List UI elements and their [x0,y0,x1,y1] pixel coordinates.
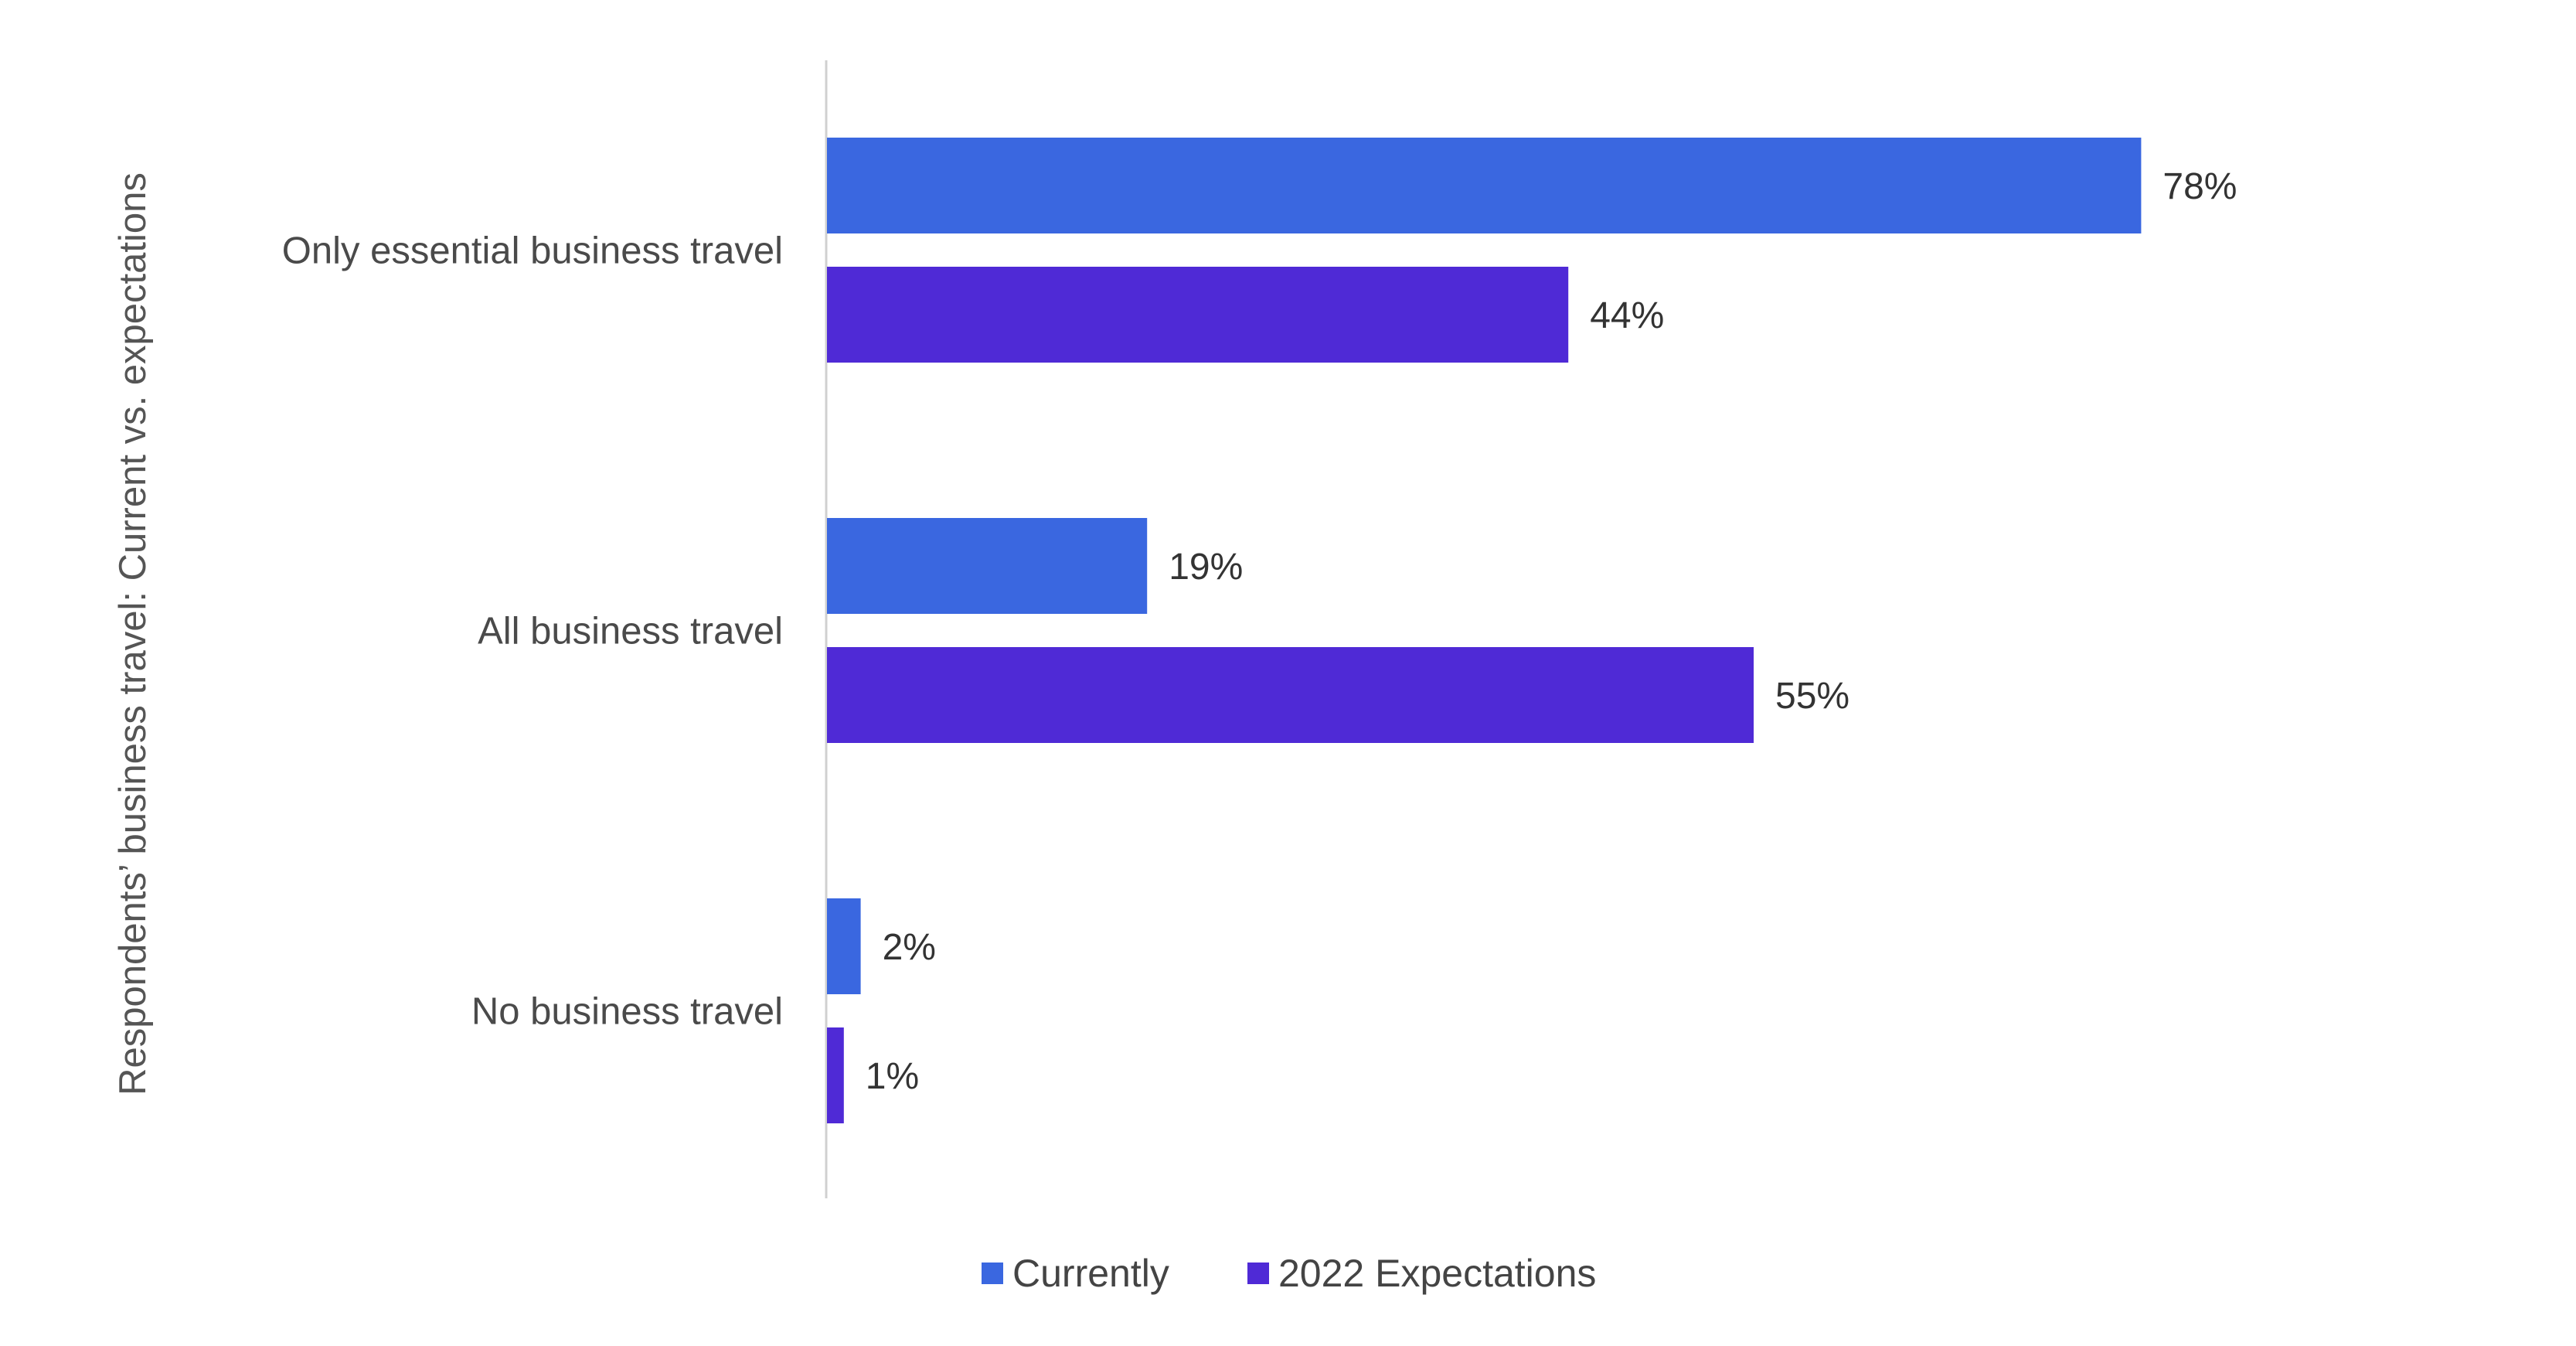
value-label-2022-expectations-all-business-travel: 55% [1775,676,1849,717]
legend-swatch-currently [982,1263,1003,1284]
bar-2022-expectations-all-business-travel [827,647,1754,743]
category-label-all-business-travel: All business travel [478,611,783,653]
category-label-only-essential-business-travel: Only essential business travel [282,230,783,272]
legend: Currently 2022 Expectations [982,1252,1596,1295]
value-label-2022-expectations-only-essential-business-travel: 44% [1590,295,1664,336]
value-label-currently-all-business-travel: 19% [1169,547,1243,588]
bar-currently-no-business-travel [827,898,861,994]
value-label-2022-expectations-no-business-travel: 1% [866,1056,919,1097]
value-label-currently-only-essential-business-travel: 78% [2163,166,2237,207]
bar-currently-only-essential-business-travel [827,138,2142,233]
value-label-currently-no-business-travel: 2% [883,927,936,968]
bar-currently-all-business-travel [827,518,1148,614]
category-label-no-business-travel: No business travel [471,991,783,1033]
bar-2022-expectations-no-business-travel [827,1027,844,1123]
legend-swatch-2022-expectations [1247,1263,1269,1284]
bar-2022-expectations-only-essential-business-travel [827,267,1569,363]
bars-layer: 78% 44% 19% 55% 2% 1% [827,138,2237,1123]
category-labels: Only essential business travel All busine… [282,230,783,1033]
legend-label-2022-expectations: 2022 Expectations [1278,1252,1596,1295]
y-axis-title: Respondents’ business travel: Current vs… [112,172,154,1096]
legend-label-currently: Currently [1012,1252,1169,1295]
